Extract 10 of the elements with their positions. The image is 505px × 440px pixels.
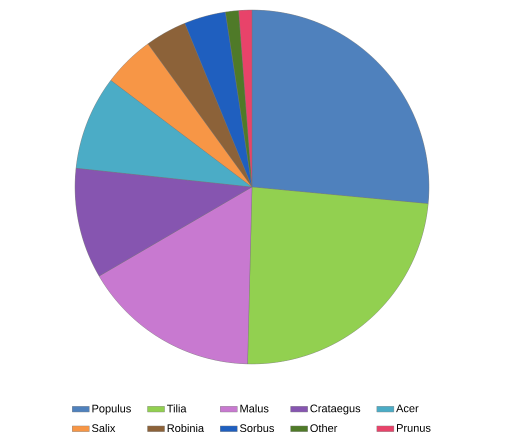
legend-label: Crataegus xyxy=(310,404,360,414)
legend-label: Populus xyxy=(92,404,131,415)
legend-label: Malus xyxy=(240,404,268,412)
legend-label: Acer xyxy=(396,404,419,412)
legend-label: Salix xyxy=(92,424,116,432)
legend-label: Sorbus xyxy=(240,424,274,432)
legend-label: Prunus xyxy=(396,424,431,432)
legend-label: Tilia xyxy=(167,404,187,412)
legend-label: Robinia xyxy=(168,424,204,432)
legend-label: Other xyxy=(310,424,338,432)
